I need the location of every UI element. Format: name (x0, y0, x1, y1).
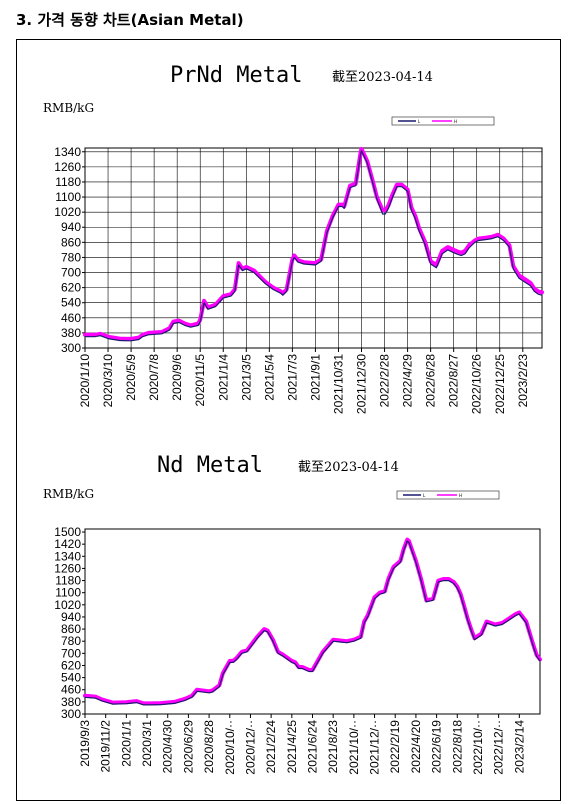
nd-chart-panel: Nd Metal 截至2023-04-14 RMB/kG L H 300 380 460 540… (16, 436, 561, 801)
x-tick-label: 2022/4/29 (401, 354, 415, 408)
y-tick-label: 1340 (54, 549, 81, 563)
x-tick-label: 2022/10/·· (471, 720, 485, 775)
x-tick-label: 2020/3/1 (140, 720, 154, 767)
x-tick-label: 2020/4/30 (161, 720, 175, 774)
section-heading: 3. 가격 동향 차트(Asian Metal) (16, 11, 244, 29)
legend-label-l: L (418, 119, 421, 124)
y-tick-label: 860 (61, 235, 81, 249)
x-tick-label: 2020/9/6 (170, 354, 184, 401)
y-tick-label: 1020 (54, 205, 81, 219)
x-tick-label: 2023/2/23 (516, 354, 530, 408)
x-tick-label: 2021/3/5 (239, 354, 253, 401)
y-tick-label: 540 (61, 296, 81, 310)
y-tick-label: 780 (61, 250, 81, 264)
plot-area (84, 147, 543, 349)
y-tick-label: 860 (61, 622, 81, 636)
y-tick-label: 540 (61, 671, 81, 685)
x-tick-label: 2020/3/10 (101, 354, 115, 408)
x-tick-label: 2021/5/4 (262, 354, 276, 401)
y-axis-unit-label: RMB/kG (43, 487, 94, 501)
y-tick-label: 300 (61, 707, 81, 721)
y-tick-label: 620 (61, 281, 81, 295)
chart-subtitle: 截至2023-04-14 (332, 70, 433, 85)
y-tick-label: 1340 (54, 145, 81, 159)
y-tick-label: 380 (61, 695, 81, 709)
x-tick-label: 2022/4/20 (409, 720, 423, 774)
plot-area (84, 528, 541, 715)
legend-label-h: H (454, 119, 457, 124)
series-line-low (84, 150, 543, 342)
chart-subtitle: 截至2023-04-14 (298, 460, 399, 475)
y-tick-label: 1100 (55, 586, 81, 600)
x-tick-label: 2021/12/30 (355, 354, 369, 414)
y-tick-label: 1260 (54, 160, 81, 174)
y-tick-label: 460 (61, 683, 81, 697)
x-tick-label: 2022/12/25 (493, 354, 507, 414)
x-tick-label: 2020/7/8 (147, 354, 161, 401)
y-tick-label: 780 (61, 634, 81, 648)
x-tick-label: 2022/2/28 (378, 354, 392, 408)
legend-label-l: L (423, 493, 426, 498)
x-tick-label: 2021/2/24 (264, 720, 278, 774)
x-tick-label: 2022/6/19 (430, 720, 444, 774)
x-tick-label: 2021/7/3 (285, 354, 299, 401)
y-tick-label: 1100 (55, 190, 81, 204)
x-tick-label: 2019/11/2 (99, 720, 113, 773)
x-tick-label: 2021/8/23 (326, 720, 340, 774)
y-tick-label: 700 (61, 266, 81, 280)
x-tick-label: 2020/5/9 (124, 354, 138, 401)
x-tick-label: 2021/4/25 (285, 720, 299, 774)
y-tick-label: 700 (61, 646, 81, 660)
legend-label-h: H (459, 493, 462, 498)
y-tick-label: 1180 (55, 175, 81, 189)
x-tick-label: 2022/2/19 (388, 720, 402, 774)
chart-title: PrNd Metal (170, 63, 302, 88)
x-tick-label: 2021/9/1 (308, 354, 322, 401)
series-line-high (83, 537, 542, 706)
x-tick-label: 2021/12/·· (368, 720, 382, 775)
y-tick-label: 1180 (55, 574, 81, 588)
x-tick-label: 2021/1/4 (216, 354, 230, 401)
x-tick-label: 2022/6/28 (424, 354, 438, 408)
x-tick-label: 2021/10/31 (331, 354, 345, 414)
x-tick-label: 2022/8/27 (447, 354, 461, 408)
x-tick-label: 2022/8/18 (450, 720, 464, 774)
x-tick-label: 2019/9/3 (78, 720, 92, 767)
x-tick-label: 2022/12/·· (492, 720, 506, 775)
y-tick-label: 1020 (54, 598, 81, 612)
x-tick-label: 2023/2/14 (512, 720, 526, 774)
y-axis-unit-label: RMB/kG (43, 101, 94, 115)
x-tick-label: 2020/8/28 (202, 720, 216, 774)
y-tick-label: 940 (61, 610, 81, 624)
x-tick-label: 2021/6/24 (306, 720, 320, 774)
chart-title: Nd Metal (157, 453, 263, 478)
x-tick-label: 2020/12/·· (243, 720, 257, 775)
series-line-high (83, 146, 544, 341)
x-tick-label: 2020/1/10 (78, 354, 92, 408)
x-tick-label: 2020/6/29 (181, 720, 195, 774)
series-line-low (84, 540, 541, 706)
x-tick-label: 2020/11/5 (193, 354, 207, 407)
y-tick-label: 620 (61, 658, 81, 672)
y-tick-label: 1260 (54, 561, 81, 575)
x-tick-label: 2022/10/26 (470, 354, 484, 414)
y-tick-label: 380 (61, 326, 81, 340)
prnd-chart-panel: PrNd Metal 截至2023-04-14 RMB/kG L H 300 380 460 5… (16, 39, 561, 438)
y-tick-label: 940 (61, 220, 81, 234)
y-tick-label: 1420 (54, 537, 81, 551)
x-tick-label: 2020/10/·· (223, 720, 237, 775)
x-tick-label: 2021/10/·· (347, 720, 361, 775)
y-tick-label: 1500 (54, 525, 81, 539)
x-tick-label: 2020/1/1 (119, 720, 133, 767)
y-tick-label: 460 (61, 311, 81, 325)
y-tick-label: 300 (61, 341, 81, 355)
